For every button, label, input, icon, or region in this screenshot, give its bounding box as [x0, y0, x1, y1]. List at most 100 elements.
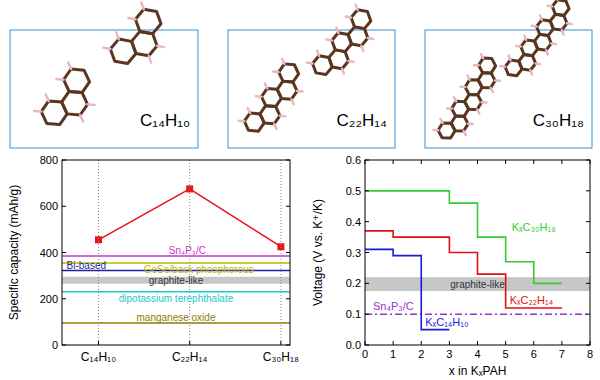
series-label: KₓC₁₄H₁₀ — [425, 316, 468, 328]
x-tick-label: 5 — [503, 348, 509, 360]
band-label: graphite-like — [450, 279, 505, 290]
x-tick — [393, 160, 394, 164]
series-line — [365, 231, 562, 308]
plot-area — [62, 185, 290, 323]
x-tick-label: 6 — [531, 348, 537, 360]
x-tick — [449, 341, 450, 345]
hydrogen — [246, 108, 251, 113]
y-tick-label: 600 — [40, 200, 58, 212]
reference-label: Bi-based — [67, 260, 106, 271]
hydrogen — [315, 51, 320, 56]
reference-line — [365, 313, 590, 315]
y-tick — [286, 252, 290, 253]
hydrogen — [88, 101, 95, 107]
x-tick — [365, 160, 366, 164]
hydrogen — [78, 115, 85, 121]
x-tick — [505, 160, 506, 164]
x-tick — [189, 341, 190, 345]
structure-label: C₁₄H₁₀ — [140, 111, 190, 130]
x-tick-label: 2 — [418, 348, 424, 360]
hydrogen — [536, 62, 541, 66]
hydrogen — [501, 64, 506, 68]
x-tick-label: C₃₀H₁₈ — [263, 350, 299, 364]
hydrogen — [482, 100, 487, 104]
hydrogen — [560, 30, 565, 34]
y-tick — [586, 314, 590, 315]
x-tick — [98, 341, 99, 345]
y-tick-label: 0.5 — [346, 185, 361, 197]
hydrogen — [507, 56, 512, 60]
y-tick — [365, 190, 369, 191]
category-guide — [98, 160, 99, 345]
hydrogen — [489, 88, 494, 92]
x-tick — [533, 160, 534, 164]
ring — [550, 0, 572, 19]
hydrogen — [57, 76, 64, 82]
hydrogen — [567, 22, 572, 26]
hydrogen — [462, 131, 467, 135]
hydrogen — [157, 43, 164, 50]
x-tick — [477, 160, 478, 164]
y-tick-label: 0.6 — [346, 154, 361, 166]
molecule — [306, 3, 385, 87]
hydrogen — [368, 36, 373, 41]
hydrogen — [146, 56, 153, 63]
hydrogen — [273, 69, 278, 74]
series-line — [365, 191, 562, 283]
hydrogen — [349, 59, 354, 64]
molecule — [432, 52, 507, 147]
y-tick — [365, 252, 369, 253]
x-tick-label: 1 — [390, 348, 396, 360]
molecule — [101, 0, 178, 79]
ring — [348, 6, 374, 32]
hydrogen — [495, 79, 500, 83]
reference-label: manganese oxide — [137, 312, 216, 323]
structure-label: C₃₀H₁₈ — [533, 111, 584, 130]
hydrogen — [460, 85, 465, 89]
y-tick — [286, 206, 290, 207]
molecule — [238, 57, 313, 143]
y-tick-label: 0.4 — [346, 216, 361, 228]
hydrogen — [523, 36, 528, 40]
data-point — [186, 185, 193, 192]
x-tick-label: 4 — [474, 348, 480, 360]
hydrogen — [548, 4, 553, 8]
hydrogen — [139, 3, 146, 10]
cell-box — [10, 30, 198, 148]
molecule — [32, 60, 107, 140]
y-tick — [586, 221, 590, 222]
y-tick-label: 0.1 — [346, 308, 361, 320]
hydrogen — [128, 15, 135, 22]
y-tick — [586, 252, 590, 253]
y-tick-label: 0 — [52, 339, 58, 351]
category-guide — [280, 160, 281, 345]
plot-frame — [365, 160, 590, 345]
y-tick-label: 0.0 — [346, 339, 361, 351]
x-tick-label: 0 — [362, 348, 368, 360]
hydrogen — [273, 124, 278, 129]
y-tick-label: 800 — [40, 154, 58, 166]
y-tick-label: 400 — [40, 247, 58, 259]
x-tick — [477, 341, 478, 345]
hydrogen — [545, 50, 550, 54]
x-tick-label: C₂₂H₁₄ — [172, 350, 208, 364]
x-tick — [365, 341, 366, 345]
hydrogen — [480, 54, 485, 58]
hydrogen — [66, 63, 73, 69]
hydrogen — [346, 14, 351, 19]
data-point — [95, 236, 102, 243]
y-tick — [365, 314, 369, 315]
y-tick — [365, 283, 369, 284]
hydrogen — [263, 83, 268, 88]
x-tick-label: 3 — [446, 348, 452, 360]
x-tick-label: 8 — [587, 348, 593, 360]
molecule — [499, 0, 580, 86]
y-tick — [62, 160, 66, 161]
hydrogen — [256, 94, 261, 99]
y-tick-label: 200 — [40, 293, 58, 305]
hydrogen — [239, 118, 244, 123]
x-tick-label: C₁₄H₁₀ — [81, 350, 116, 364]
y-tick — [62, 206, 66, 207]
x-tick — [421, 341, 422, 345]
hydrogen — [281, 59, 286, 64]
